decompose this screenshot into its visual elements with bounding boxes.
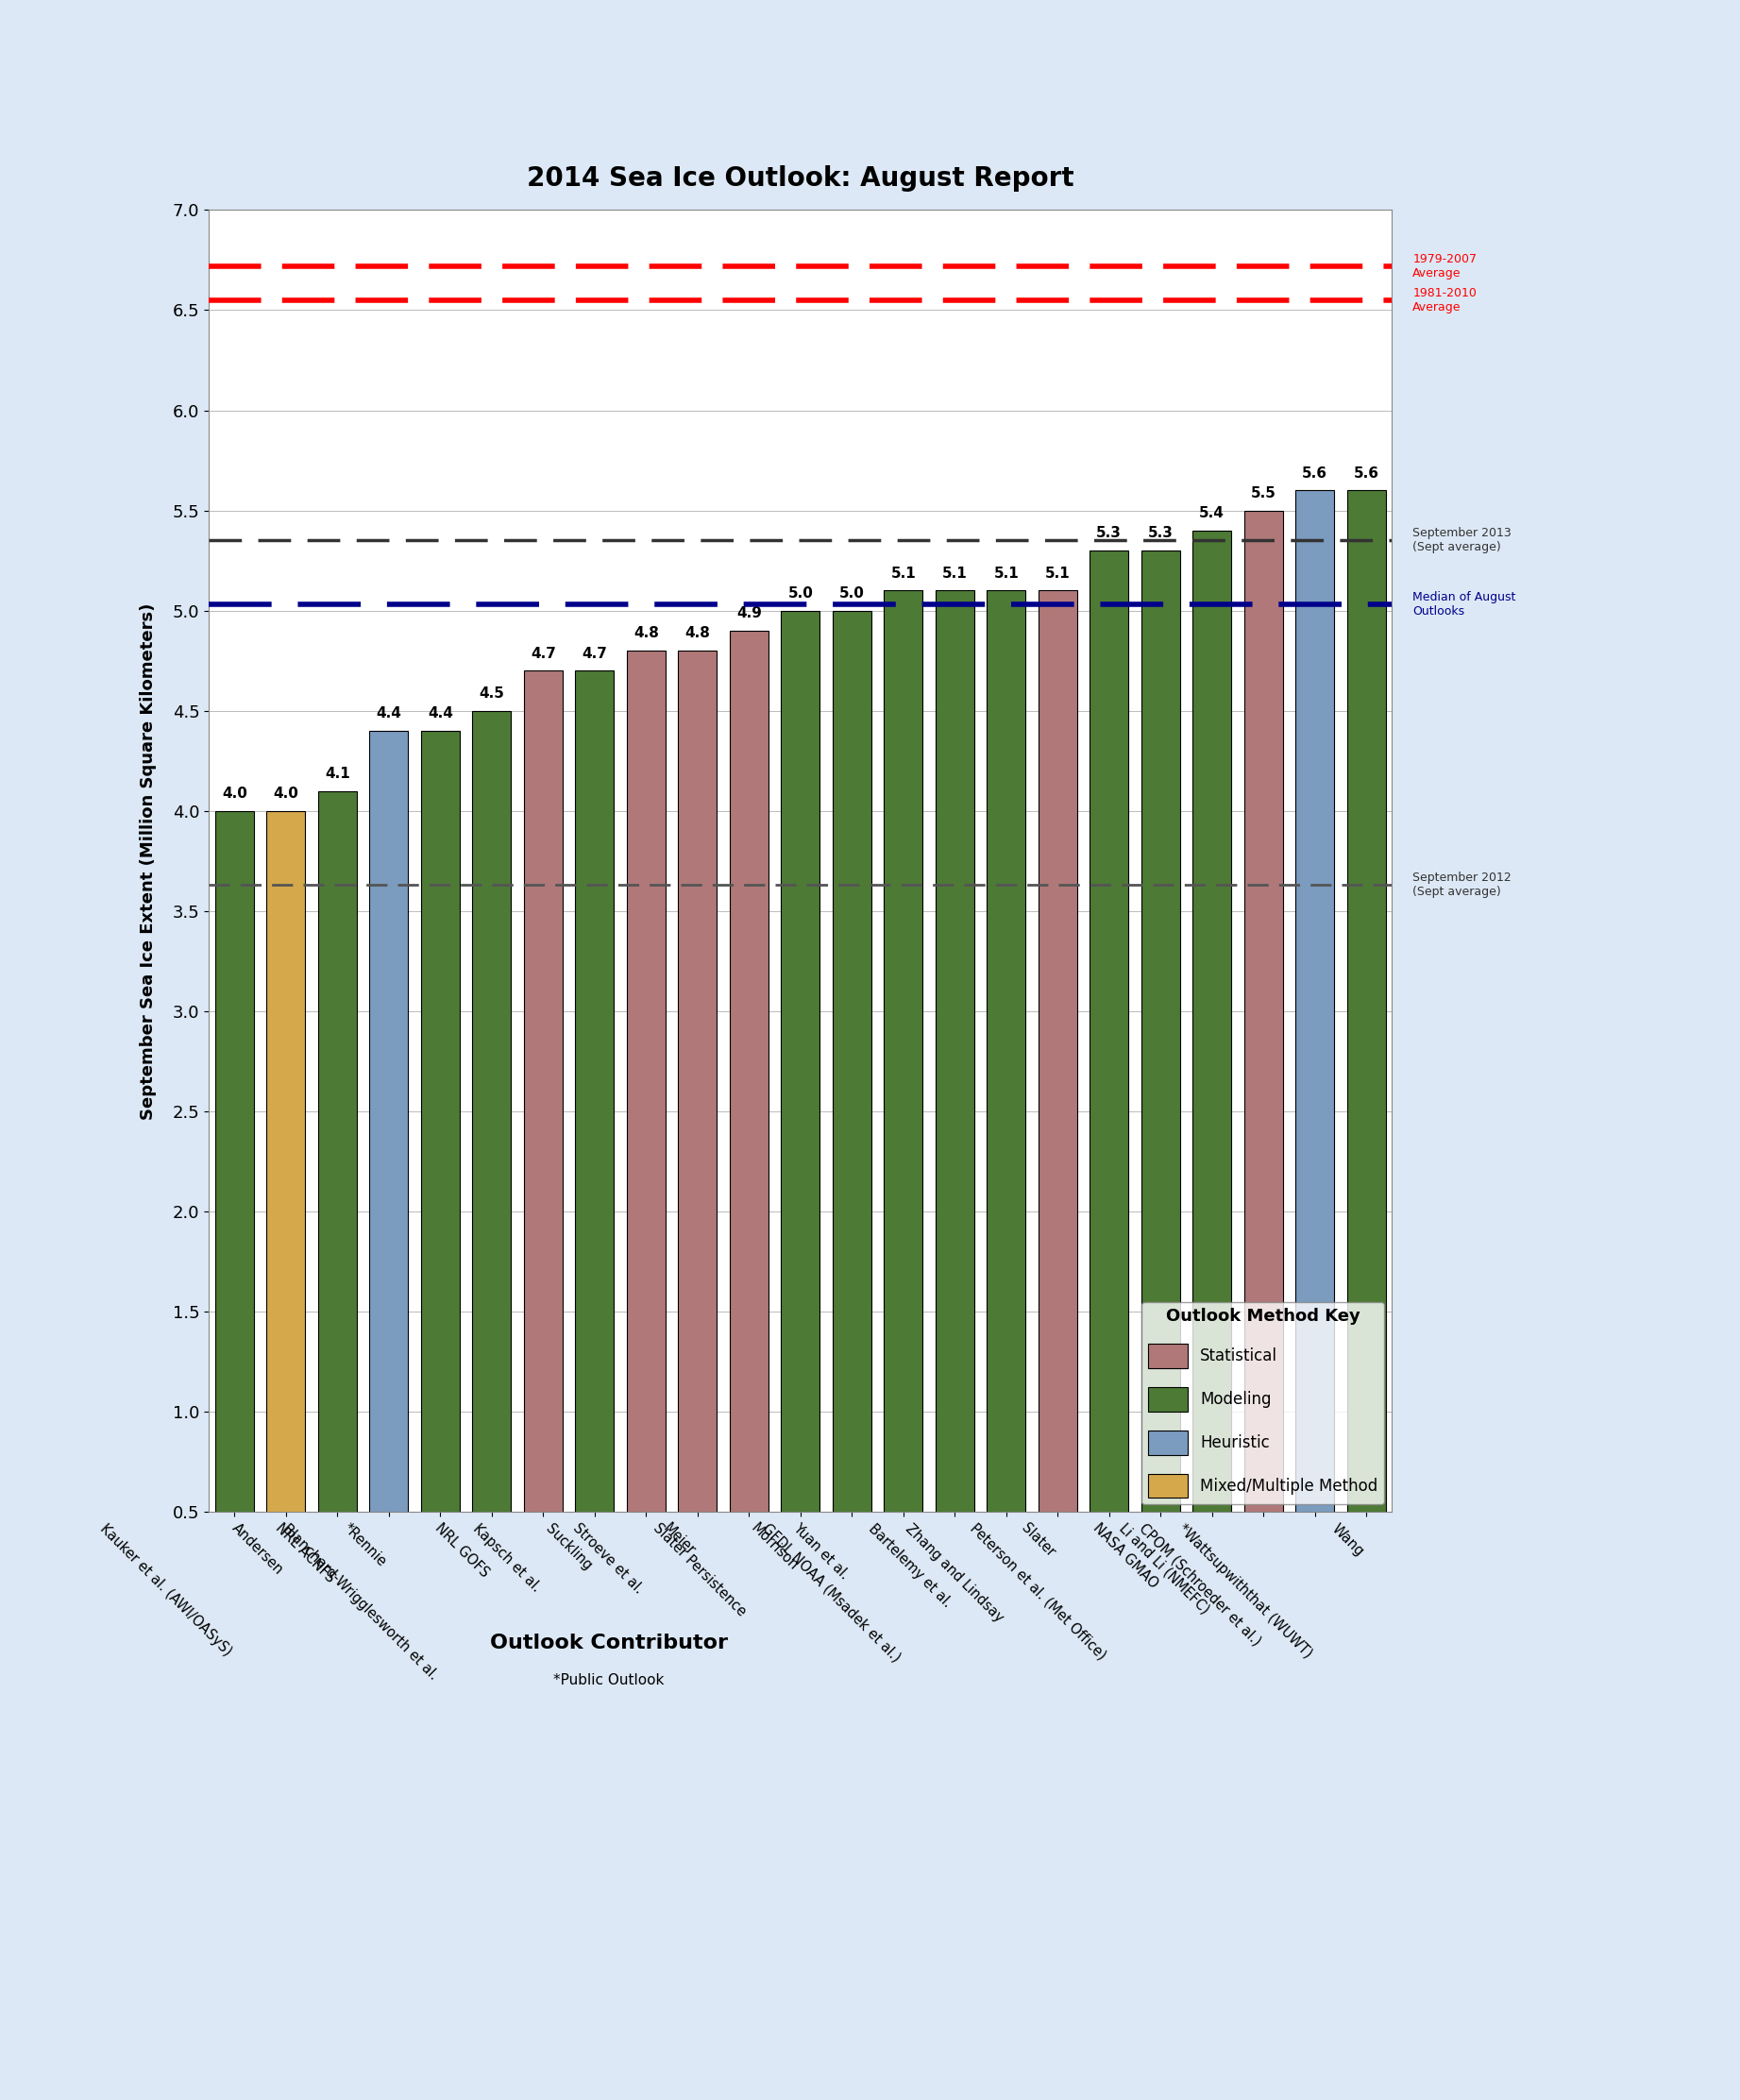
Text: 1979-2007
Average: 1979-2007 Average: [1413, 252, 1477, 279]
Text: 5.3: 5.3: [1096, 527, 1122, 540]
Text: 4.4: 4.4: [376, 706, 402, 720]
Bar: [1192, 531, 1232, 1613]
Text: 1981-2010
Average: 1981-2010 Average: [1413, 288, 1477, 313]
Bar: [524, 670, 562, 1613]
Bar: [1347, 491, 1385, 1613]
Bar: [473, 710, 512, 1613]
Text: 4.0: 4.0: [221, 788, 247, 800]
Text: 4.8: 4.8: [686, 626, 710, 640]
Text: 5.4: 5.4: [1199, 506, 1225, 521]
Text: *Public Outlook: *Public Outlook: [553, 1674, 665, 1686]
Bar: [216, 811, 254, 1613]
Bar: [781, 611, 820, 1613]
Text: 5.1: 5.1: [891, 567, 915, 580]
Legend: Statistical, Modeling, Heuristic, Mixed/Multiple Method: Statistical, Modeling, Heuristic, Mixed/…: [1141, 1302, 1383, 1504]
Bar: [266, 811, 304, 1613]
Text: 4.8: 4.8: [633, 626, 659, 640]
Bar: [421, 731, 459, 1613]
Text: 4.0: 4.0: [273, 788, 299, 800]
Bar: [729, 630, 769, 1613]
Text: 4.5: 4.5: [479, 687, 505, 701]
Bar: [1039, 590, 1077, 1613]
Bar: [626, 651, 665, 1613]
Text: 5.0: 5.0: [788, 586, 813, 601]
Bar: [318, 792, 357, 1613]
Bar: [679, 651, 717, 1613]
Bar: [884, 590, 922, 1613]
Text: September 2013
(Sept average): September 2013 (Sept average): [1413, 527, 1512, 554]
Text: 5.1: 5.1: [994, 567, 1020, 580]
Bar: [1244, 510, 1282, 1613]
Text: 5.1: 5.1: [941, 567, 967, 580]
Bar: [576, 670, 614, 1613]
Text: 5.0: 5.0: [839, 586, 865, 601]
Text: 4.4: 4.4: [428, 706, 452, 720]
Bar: [832, 611, 872, 1613]
Text: 5.5: 5.5: [1251, 487, 1275, 500]
Title: 2014 Sea Ice Outlook: August Report: 2014 Sea Ice Outlook: August Report: [527, 166, 1074, 191]
Bar: [369, 731, 409, 1613]
Text: 5.6: 5.6: [1354, 466, 1380, 481]
Text: 4.7: 4.7: [581, 647, 607, 662]
Bar: [1141, 550, 1180, 1613]
Text: 4.1: 4.1: [325, 766, 350, 781]
Text: Outlook Contributor: Outlook Contributor: [491, 1634, 727, 1653]
Text: 5.3: 5.3: [1148, 527, 1173, 540]
Bar: [936, 590, 974, 1613]
Text: 5.6: 5.6: [1302, 466, 1328, 481]
Text: September 2012
(Sept average): September 2012 (Sept average): [1413, 871, 1512, 899]
Text: 4.9: 4.9: [736, 607, 762, 622]
Bar: [1089, 550, 1128, 1613]
Text: 5.1: 5.1: [1046, 567, 1070, 580]
Bar: [1296, 491, 1335, 1613]
Y-axis label: September Sea Ice Extent (Million Square Kilometers): September Sea Ice Extent (Million Square…: [139, 603, 157, 1119]
Text: 4.7: 4.7: [531, 647, 555, 662]
Text: Median of August
Outlooks: Median of August Outlooks: [1413, 592, 1516, 617]
Bar: [987, 590, 1025, 1613]
